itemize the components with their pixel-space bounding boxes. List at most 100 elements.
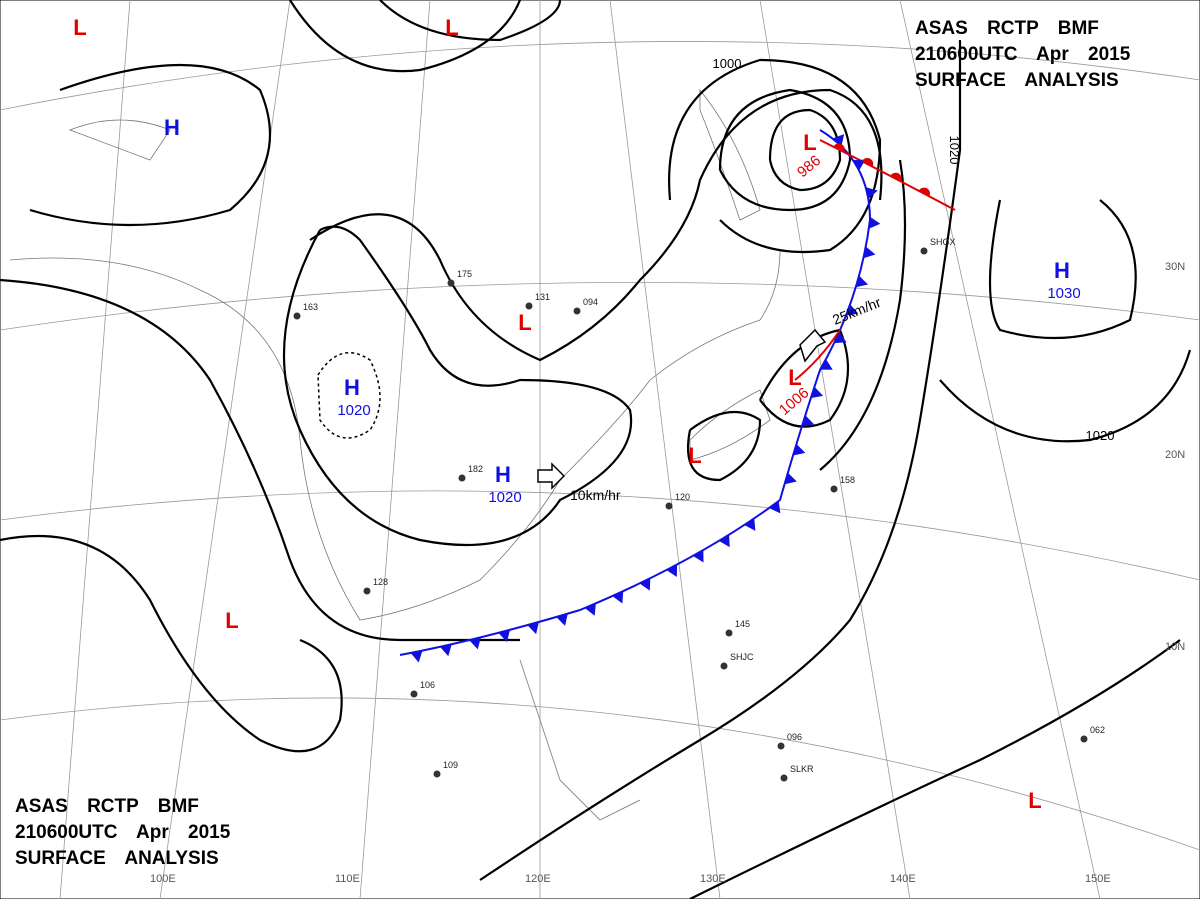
- cold-front-triangle: [440, 644, 452, 657]
- station-marker: [1080, 735, 1088, 743]
- isobar-label: 1020: [1086, 428, 1115, 443]
- warm-front-semicircle: [890, 172, 902, 182]
- pressure-center: H: [1054, 258, 1070, 283]
- pressure-center: L: [73, 15, 86, 40]
- station-marker: [293, 312, 301, 320]
- pressure-center: H: [344, 375, 360, 400]
- cold-front-triangle: [666, 564, 678, 578]
- cold-front-triangle: [469, 637, 481, 650]
- station-value: 131: [535, 292, 550, 302]
- map-title: SURFACE ANALYSIS: [15, 848, 219, 869]
- map-title: ASAS RCTP BMF: [915, 18, 1099, 39]
- station-marker: [665, 502, 673, 510]
- station-value: 120: [675, 492, 690, 502]
- motion-label: 10km/hr: [570, 487, 621, 503]
- cold-front-triangle: [845, 304, 859, 316]
- pressure-center: L: [518, 310, 531, 335]
- pressure-value: 1030: [1047, 285, 1080, 302]
- cold-front-triangle: [820, 359, 833, 370]
- station-marker: [830, 485, 838, 493]
- cold-front-triangle: [498, 629, 510, 642]
- station-marker: [410, 690, 418, 698]
- station-value: 182: [468, 464, 483, 474]
- station-value: 163: [303, 302, 318, 312]
- station-marker: [725, 629, 733, 637]
- cold-front-triangle: [769, 500, 781, 514]
- longitude-label: 130E: [700, 873, 726, 885]
- coastline: [9, 88, 781, 821]
- pressure-center: H: [164, 115, 180, 140]
- pressure-center: L: [803, 130, 816, 155]
- pressure-center: L: [225, 608, 238, 633]
- station-marker: [780, 774, 788, 782]
- pressure-center: L: [1028, 788, 1041, 813]
- map-title: SURFACE ANALYSIS: [915, 70, 1119, 91]
- station-value: SHJC: [730, 652, 754, 662]
- pressure-center: L: [445, 15, 458, 40]
- map-title: 210600UTC Apr 2015: [915, 44, 1131, 65]
- cold-front-triangle: [863, 246, 876, 259]
- cold-front-triangle: [584, 603, 596, 616]
- station-marker: [447, 279, 455, 287]
- warm-front-semicircle: [918, 187, 931, 197]
- cold-front-triangle: [639, 578, 651, 591]
- longitude-label: 140E: [890, 873, 916, 885]
- cold-front-triangle: [784, 472, 797, 485]
- station-value: 109: [443, 760, 458, 770]
- pressure-center: L: [688, 443, 701, 468]
- station-marker: [458, 474, 466, 482]
- map-title: ASAS RCTP BMF: [15, 796, 199, 817]
- station-value: SHGX: [930, 237, 956, 247]
- station-value: 145: [735, 619, 750, 629]
- cold-front-triangle: [868, 216, 881, 229]
- cold-front-triangle: [612, 591, 624, 604]
- station-marker: [720, 662, 728, 670]
- cold-front-triangle: [793, 443, 806, 456]
- cold-front-triangle: [855, 275, 869, 288]
- cold-front-triangle: [556, 613, 568, 626]
- longitude-label: 150E: [1085, 873, 1111, 885]
- pressure-center: L: [788, 365, 801, 390]
- cold-front-triangle: [410, 650, 423, 663]
- station-marker: [920, 247, 928, 255]
- station-marker: [525, 302, 533, 310]
- cold-front-triangle: [692, 550, 704, 563]
- isobar-label: 1020: [947, 136, 962, 165]
- map-title: 210600UTC Apr 2015: [15, 822, 231, 843]
- latitude-label: 30N: [1165, 261, 1185, 273]
- cold-front-triangle: [852, 159, 866, 171]
- station-value: 106: [420, 680, 435, 690]
- station-value: 175: [457, 269, 472, 279]
- latitude-label: 10N: [1165, 641, 1185, 653]
- cold-front-triangle: [718, 534, 730, 548]
- pressure-center: H: [495, 462, 511, 487]
- isobar-label: 1000: [713, 56, 742, 71]
- longitude-label: 120E: [525, 873, 551, 885]
- cold-front-triangle: [834, 332, 847, 344]
- station-marker: [433, 770, 441, 778]
- cold-front-triangle: [801, 415, 815, 427]
- latitude-label: 20N: [1165, 449, 1185, 461]
- cold-front-triangle: [832, 134, 845, 147]
- station-value: 158: [840, 475, 855, 485]
- station-value: 094: [583, 297, 598, 307]
- station-marker: [573, 307, 581, 315]
- cold-front-triangle: [810, 386, 824, 399]
- station-marker: [363, 587, 371, 595]
- warm-front-semicircle: [861, 158, 874, 167]
- station-value: 128: [373, 577, 388, 587]
- cold-front-triangle: [527, 621, 539, 635]
- longitude-label: 110E: [335, 873, 360, 885]
- cold-front-triangle: [744, 518, 756, 531]
- pressure-value: 1020: [488, 489, 521, 506]
- station-value: SLKR: [790, 764, 814, 774]
- station-marker: [777, 742, 785, 750]
- warm-front-semicircle: [833, 143, 845, 153]
- pressure-value: 1020: [337, 402, 370, 419]
- station-value: 096: [787, 732, 802, 742]
- longitude-label: 100E: [150, 873, 176, 885]
- station-value: 062: [1090, 725, 1105, 735]
